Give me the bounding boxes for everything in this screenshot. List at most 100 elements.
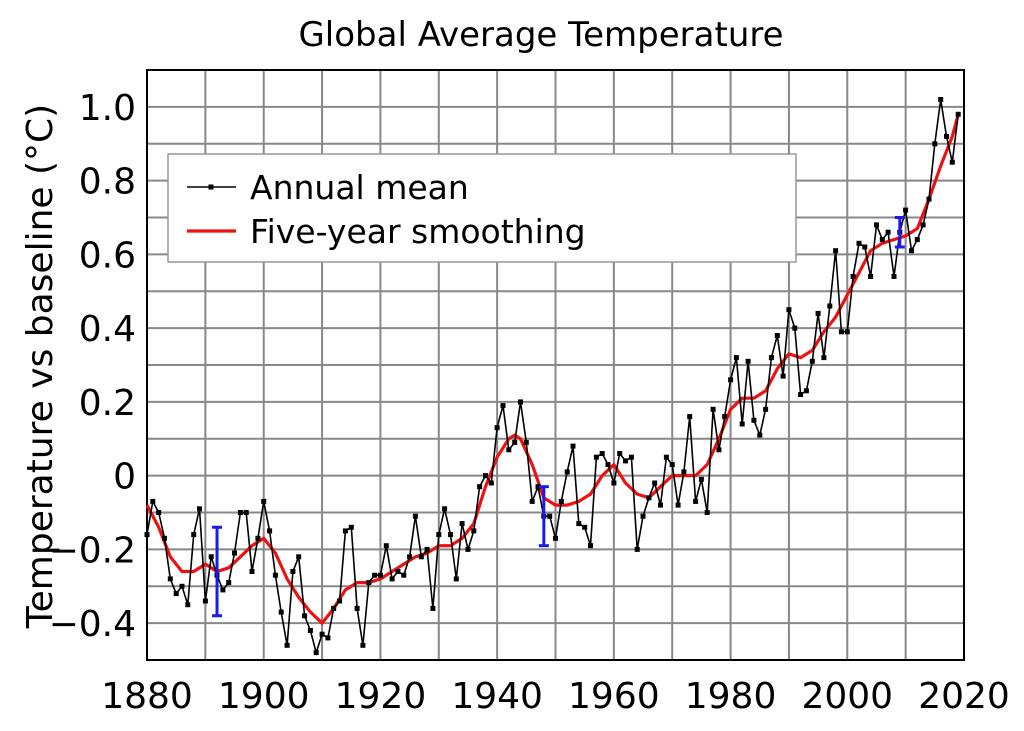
annual-point [360, 642, 366, 648]
annual-point [354, 605, 360, 611]
annual-point [261, 498, 267, 504]
annual-point [535, 484, 541, 490]
legend-annual-label: Annual mean [250, 168, 469, 207]
annual-point [518, 399, 523, 405]
annual-point [827, 303, 833, 309]
annual-point [407, 554, 413, 560]
annual-point [885, 229, 891, 235]
annual-point [675, 502, 681, 508]
y-tick-label: −0.4 [49, 604, 136, 645]
y-tick-label: −0.2 [49, 530, 136, 571]
annual-point [850, 274, 856, 279]
annual-point [483, 473, 488, 479]
annual-point [389, 576, 395, 582]
annual-point [803, 388, 809, 394]
annual-point [751, 417, 757, 423]
annual-point [809, 358, 815, 364]
annual-point [745, 358, 751, 364]
annual-point [383, 543, 389, 549]
annual-point [331, 605, 337, 611]
annual-point [412, 513, 418, 519]
annual-point [377, 572, 383, 578]
annual-point [739, 421, 745, 427]
annual-point [593, 454, 599, 460]
annual-point [442, 506, 448, 512]
y-tick-label: 0.8 [79, 162, 136, 203]
annual-point [366, 580, 372, 586]
annual-point [704, 510, 710, 515]
annual-point [658, 502, 663, 508]
smooth-series [145, 113, 960, 626]
annual-point [342, 528, 348, 534]
annual-point [477, 484, 483, 490]
error-bar [538, 485, 549, 548]
annual-point [611, 480, 617, 486]
annual-point [144, 532, 150, 538]
annual-point [529, 498, 535, 504]
annual-point [774, 333, 780, 338]
annual-point [663, 454, 669, 460]
annual-point [932, 141, 938, 147]
annual-point [891, 274, 897, 279]
annual-point [453, 576, 459, 582]
annual-point [879, 237, 885, 243]
annual-point [558, 498, 564, 504]
annual-point [424, 546, 430, 552]
annual-point [436, 532, 442, 538]
x-tick-label: 2020 [918, 676, 1010, 717]
annual-point [395, 569, 401, 574]
annual-point [687, 414, 693, 420]
x-tick-label: 1940 [451, 676, 543, 717]
annual-point [296, 554, 302, 560]
annual-point [862, 244, 868, 250]
annual-point [681, 469, 687, 475]
annual-point [646, 495, 652, 501]
annual-point [267, 528, 273, 534]
annual-point [640, 513, 646, 519]
annual-point [243, 510, 249, 515]
error-bars [212, 216, 905, 618]
annual-point [669, 462, 675, 468]
annual-series [144, 97, 961, 656]
annual-point [949, 159, 955, 165]
annual-point [459, 521, 465, 527]
annual-point [202, 598, 208, 604]
chart-title: Global Average Temperature [298, 15, 783, 55]
annual-point [547, 513, 553, 519]
annual-point [197, 506, 202, 512]
annual-point [448, 532, 453, 538]
annual-point [325, 635, 331, 641]
y-tick-label: 0.4 [79, 309, 136, 350]
annual-point [652, 480, 658, 486]
annual-point [844, 329, 850, 335]
annual-point [605, 462, 611, 468]
annual-point [768, 355, 774, 361]
x-tick-label: 1960 [568, 676, 660, 717]
annual-point [488, 480, 494, 486]
annual-point [716, 447, 722, 453]
annual-point [348, 524, 354, 530]
annual-point [220, 587, 226, 593]
annual-point [780, 373, 786, 379]
y-tick-label: 0.6 [79, 235, 136, 276]
annual-point [698, 476, 704, 482]
annual-point [570, 443, 576, 449]
annual-point [792, 325, 798, 331]
annual-point [512, 439, 518, 445]
annual-point [815, 310, 821, 316]
annual-point [232, 550, 237, 556]
annual-point [903, 207, 909, 213]
annual-point [868, 274, 874, 279]
annual-point [733, 355, 739, 361]
plot-frame [146, 69, 965, 661]
x-tick-label: 1880 [101, 676, 193, 717]
annual-point [226, 580, 232, 586]
annual-point [920, 222, 926, 228]
annual-point [634, 546, 640, 552]
annual-point [628, 454, 634, 460]
annual-point [856, 240, 862, 246]
annual-point [290, 569, 296, 574]
annual-point [728, 377, 734, 383]
y-tick-label: 1.0 [79, 88, 136, 129]
annual-point [307, 628, 313, 633]
